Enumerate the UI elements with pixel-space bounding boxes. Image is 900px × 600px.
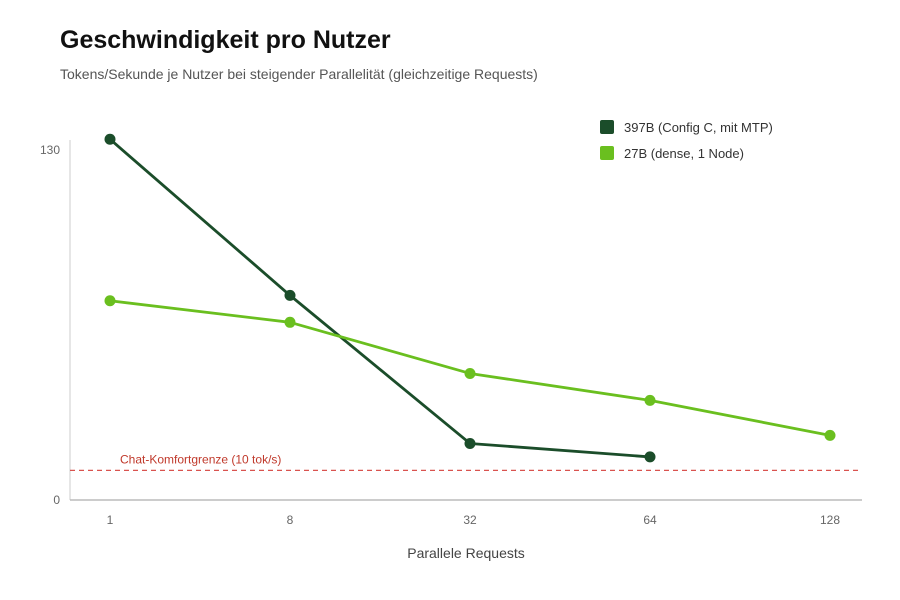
legend-swatch	[600, 120, 614, 134]
y-tick-label: 0	[53, 493, 60, 507]
reference-line-label: Chat-Komfortgrenze (10 tok/s)	[120, 452, 281, 466]
x-tick-label: 8	[287, 513, 294, 527]
y-tick-label: 130	[40, 143, 60, 157]
data-point	[284, 289, 296, 301]
chart-title: Geschwindigkeit pro Nutzer	[60, 26, 391, 54]
data-point	[284, 316, 296, 328]
data-point	[104, 295, 116, 307]
data-point	[644, 451, 656, 463]
chart-subtitle: Tokens/Sekunde je Nutzer bei steigender …	[60, 66, 538, 82]
series-lines	[109, 138, 831, 459]
x-tick-label: 128	[820, 513, 840, 527]
data-point	[104, 133, 116, 145]
legend-swatch	[600, 146, 614, 160]
data-point	[464, 437, 476, 449]
data-point	[824, 429, 836, 441]
axes	[69, 140, 862, 501]
data-point	[464, 367, 476, 379]
data-point	[644, 394, 656, 406]
x-tick-label: 64	[643, 513, 657, 527]
x-tick-labels: 1 8 32 64 128	[107, 513, 841, 527]
legend: 397B (Config C, mit MTP) 27B (dense, 1 No…	[600, 120, 773, 161]
reference-line-group: Chat-Komfortgrenze (10 tok/s)	[70, 452, 862, 471]
legend-label: 397B (Config C, mit MTP)	[624, 120, 773, 135]
x-axis-title: Parallele Requests	[407, 545, 525, 561]
x-tick-label: 1	[107, 513, 114, 527]
y-tick-labels: 0 130	[40, 143, 60, 507]
x-tick-label: 32	[463, 513, 477, 527]
series-line-0	[109, 138, 651, 459]
series-points	[104, 133, 836, 463]
legend-label: 27B (dense, 1 Node)	[624, 146, 744, 161]
